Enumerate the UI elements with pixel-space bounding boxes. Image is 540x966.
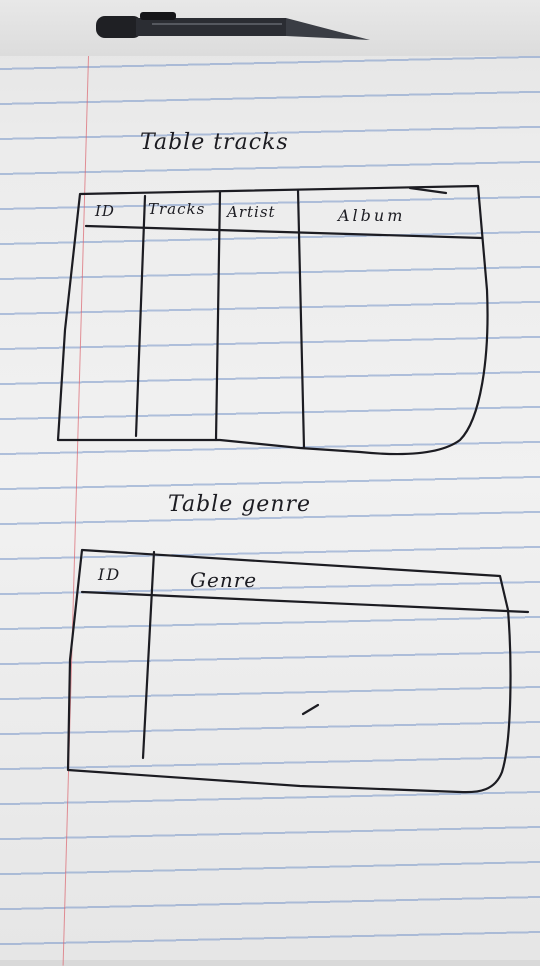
tracks-column-divider-1 [134, 194, 147, 438]
tracks-column-divider-2 [214, 190, 222, 442]
tracks-top-flourish [408, 186, 448, 195]
tracks-header-album: Album [338, 206, 406, 225]
tracks-table-border [56, 184, 489, 456]
table-tracks-title: Table tracks [140, 130, 289, 155]
genre-column-divider [141, 550, 156, 760]
tracks-header-id: ID [95, 202, 115, 220]
genre-header-id: ID [98, 565, 122, 584]
tracks-header-artist: Artist [227, 203, 276, 221]
genre-table-border [66, 548, 512, 794]
stray-pen-mark [301, 703, 320, 716]
tracks-header-divider [84, 224, 484, 240]
table-genre-title: Table genre [168, 492, 312, 517]
tracks-header-tracks: Tracks [148, 200, 206, 218]
genre-header-genre: Genre [190, 568, 258, 592]
pen-icon [96, 12, 370, 40]
genre-header-divider [80, 590, 530, 614]
tracks-column-divider-3 [296, 188, 306, 450]
